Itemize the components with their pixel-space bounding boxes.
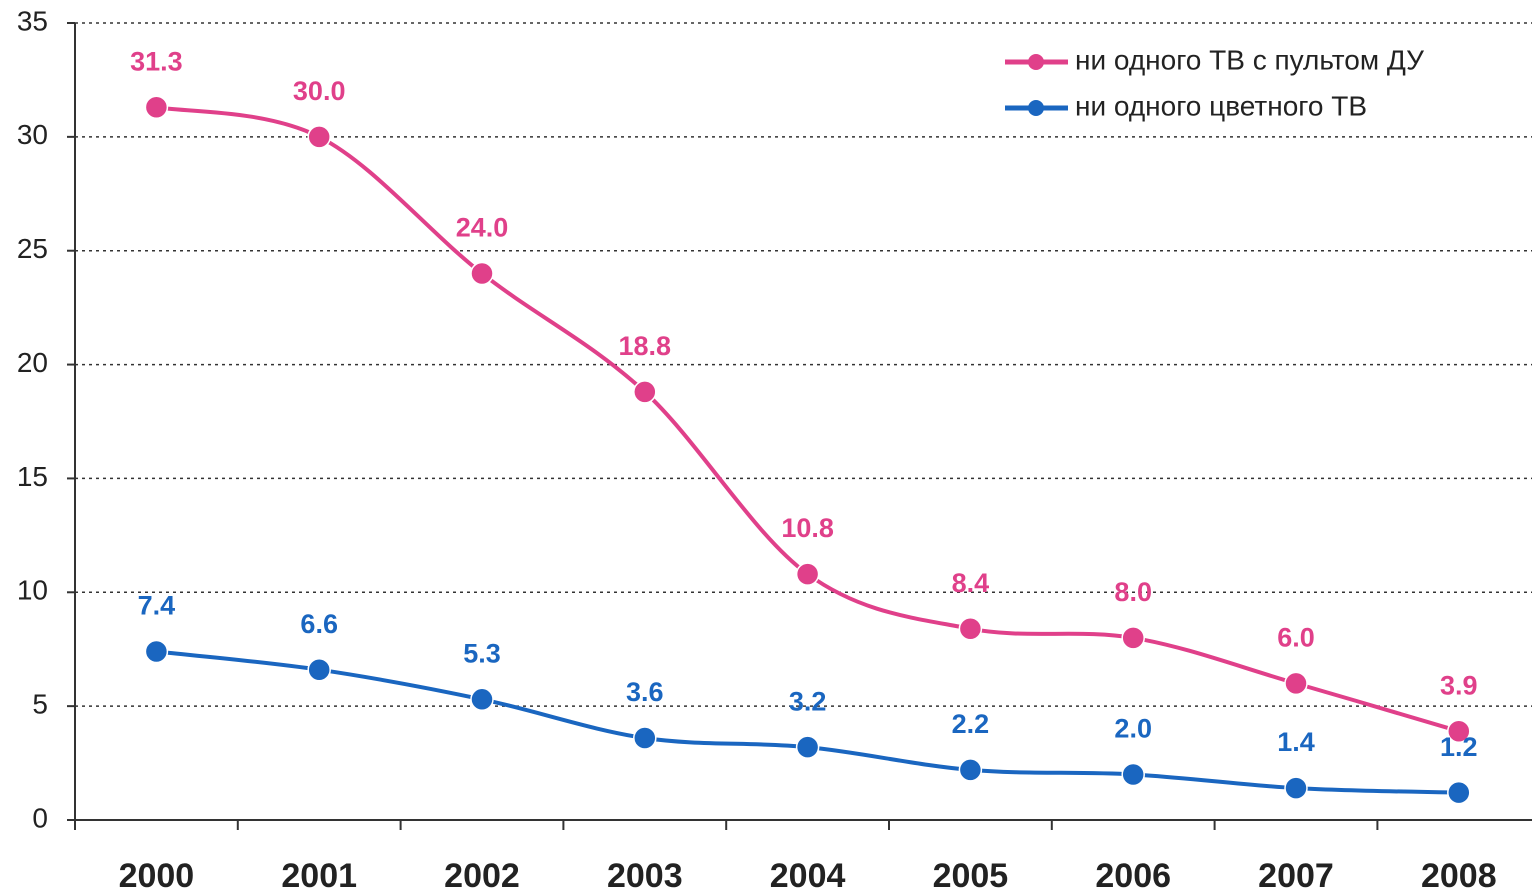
data-label: 6.6	[300, 609, 338, 639]
y-tick-label: 20	[17, 347, 48, 378]
y-tick-label: 0	[32, 802, 48, 833]
data-label: 31.3	[130, 46, 183, 76]
data-point	[1121, 762, 1145, 787]
data-point	[958, 758, 983, 782]
data-label: 6.0	[1277, 622, 1315, 652]
y-tick-label: 5	[32, 689, 48, 720]
data-point	[470, 261, 494, 286]
legend-marker	[1028, 100, 1044, 116]
x-tick-label: 2008	[1421, 857, 1497, 895]
x-tick-label: 2007	[1258, 857, 1334, 895]
series-line	[156, 105, 1460, 734]
data-label: 3.2	[789, 686, 827, 716]
data-label: 24.0	[456, 213, 509, 243]
data-point	[144, 95, 169, 120]
x-tick-label: 2003	[607, 857, 683, 895]
x-tick-label: 2000	[119, 857, 195, 895]
data-point	[470, 687, 494, 712]
x-tick-label: 2006	[1095, 857, 1171, 895]
x-tick-label: 2001	[281, 857, 357, 895]
y-tick-label: 25	[17, 233, 48, 264]
data-label: 3.6	[626, 677, 664, 707]
legend-marker	[1028, 54, 1044, 70]
data-label: 7.4	[138, 591, 176, 621]
data-point	[307, 657, 331, 682]
y-tick-label: 10	[17, 575, 48, 606]
data-point	[307, 125, 331, 149]
legend-label: ни одного ТВ с пультом ДУ	[1075, 44, 1424, 75]
data-label: 30.0	[293, 76, 346, 106]
data-point	[1447, 719, 1471, 743]
data-label: 1.2	[1440, 732, 1478, 762]
data-label: 10.8	[781, 513, 834, 543]
data-label: 8.0	[1114, 577, 1152, 607]
x-tick-label: 2002	[444, 857, 520, 895]
data-point	[1121, 626, 1145, 650]
data-label: 3.9	[1440, 670, 1478, 700]
x-tick-label: 2005	[933, 857, 1009, 895]
data-point	[1447, 780, 1471, 805]
y-tick-label: 30	[17, 119, 48, 150]
legend-label: ни одного цветного ТВ	[1075, 90, 1367, 121]
data-point	[958, 616, 983, 641]
x-tick-label: 2004	[770, 857, 846, 895]
data-point	[633, 726, 657, 750]
data-point	[1284, 671, 1308, 696]
data-label: 2.0	[1114, 714, 1152, 744]
data-label: 2.2	[952, 709, 990, 739]
data-point	[795, 562, 820, 586]
data-point	[144, 639, 169, 664]
y-tick-label: 15	[17, 461, 48, 492]
data-point	[795, 735, 820, 759]
data-label: 18.8	[619, 331, 672, 361]
data-point	[1284, 776, 1308, 800]
data-point	[633, 380, 657, 404]
data-label: 8.4	[952, 568, 990, 598]
data-label: 5.3	[463, 638, 501, 668]
data-label: 1.4	[1277, 727, 1315, 757]
y-tick-label: 35	[17, 5, 48, 36]
